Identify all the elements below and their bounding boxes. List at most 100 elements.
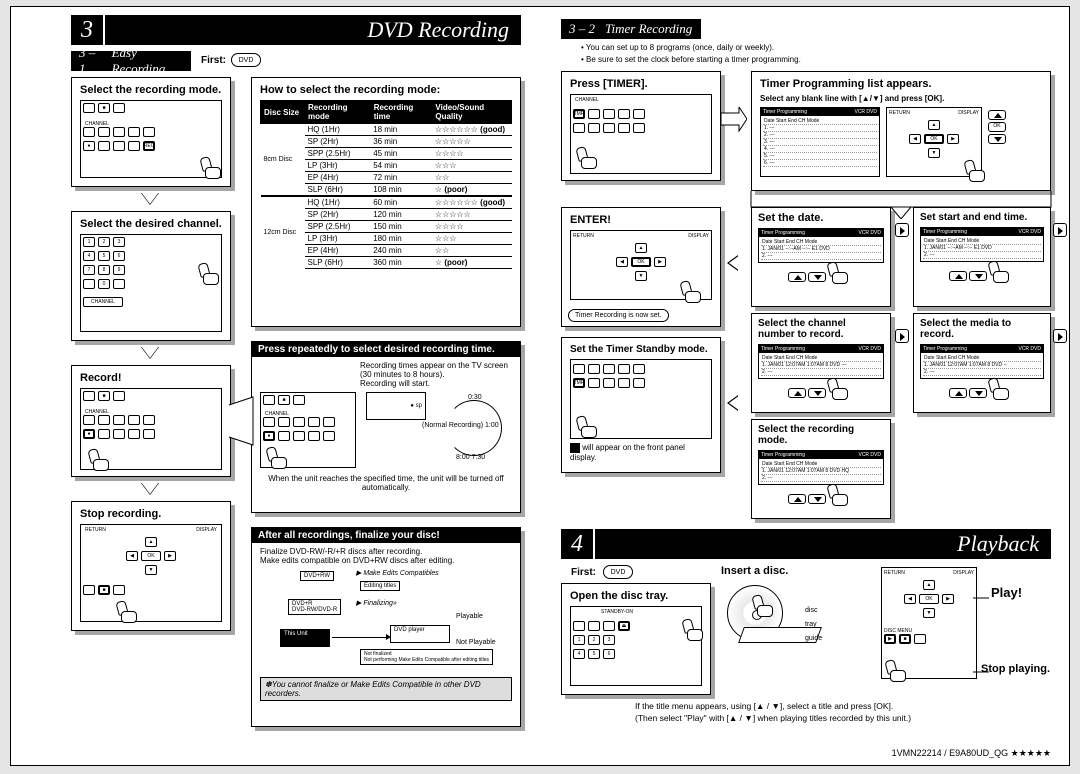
- node-dvd-r: DVD+R DVD-RW/DVD-R: [288, 599, 341, 615]
- timer-now-set: Timer Recording is now set.: [568, 309, 669, 322]
- press-timer-title: Press [TIMER].: [570, 78, 712, 90]
- open-tray-title: Open the disc tray.: [570, 590, 702, 602]
- section-3-banner: 3 DVD Recording: [71, 15, 521, 45]
- section-4-banner: 4 Playback: [561, 529, 1051, 559]
- node-editing-titles: Editing titles: [360, 581, 400, 591]
- card-sel-rec-mode: Select the recording mode. Timer Program…: [751, 419, 891, 519]
- th-mode: Recording mode: [305, 101, 371, 124]
- arrow-icon: [895, 329, 909, 343]
- t030: 0:30: [468, 394, 482, 401]
- first-label-4: First:: [571, 567, 596, 578]
- finalize-title: After all recordings, finalize your disc…: [252, 528, 520, 543]
- section-3-title: DVD Recording: [105, 17, 521, 43]
- set-se-title: Set start and end time.: [920, 212, 1044, 223]
- section-4-number: 4: [561, 529, 595, 559]
- step-select-channel: Select the desired channel. 123 456 789 …: [71, 211, 231, 341]
- sel-rec-title: Select the recording mode.: [758, 424, 884, 446]
- finalize-warn: ✽You cannot finalize or Make Edits Compa…: [260, 677, 512, 701]
- node-dvd-player: DVD player: [390, 625, 450, 643]
- page-footer: 1VMN22214 / E9A80UD_QG ★★★★★: [892, 748, 1051, 759]
- lead-guide: guide: [805, 635, 822, 642]
- standby-note: will appear on the front panel display.: [570, 443, 685, 462]
- sub-3-2-num: 3 – 2: [569, 21, 595, 37]
- th-quality: Video/Sound Quality: [432, 101, 512, 124]
- timer-note-1: You can set up to 8 programs (once, dail…: [581, 43, 774, 52]
- section-3-number: 3: [71, 15, 105, 45]
- sub-3-1-banner: 3 – 1 Easy Recording: [71, 51, 191, 71]
- disc-12cm: 12cm Disc: [261, 196, 305, 269]
- lbl-not-playable: Not Playable: [456, 639, 496, 646]
- card-play-stop: RETURNDISPLAY ▲ ◀OK▶ ▼ DISC MENU ▶■ Play…: [881, 567, 1051, 695]
- disc-8cm: 8cm Disc: [261, 124, 305, 197]
- card-press-timer: Press [TIMER]. CHANNEL TMR: [561, 71, 721, 181]
- fin-l1: Finalize DVD-RW/-R/+R discs after record…: [260, 547, 512, 556]
- stop-title: Stop playing.: [981, 663, 1050, 675]
- manual-page: 3 DVD Recording 3 – 1 Easy Recording Fir…: [10, 6, 1070, 766]
- step4-title: Stop recording.: [80, 508, 222, 520]
- arrow-icon: [727, 395, 738, 411]
- press-l1: Recording times appear on the TV screen: [360, 361, 512, 370]
- t800: 8:00 7:30: [456, 454, 485, 461]
- arrow-icon: [727, 255, 738, 271]
- play-title: Play!: [991, 585, 1022, 600]
- arrow-icon: [141, 483, 159, 495]
- standby-title: Set the Timer Standby mode.: [570, 344, 712, 355]
- card-timer-list: Timer Programming list appears. Select a…: [751, 71, 1051, 191]
- timer-note-2: Be sure to set the clock before starting…: [581, 55, 801, 64]
- press-repeatedly-card: Press repeatedly to select desired recor…: [251, 341, 521, 513]
- step2-title: Select the desired channel.: [80, 218, 222, 230]
- step-record: Record! ■ CHANNEL ●: [71, 365, 231, 477]
- arrow-icon: [1053, 223, 1067, 237]
- howto-title: How to select the recording mode:: [260, 84, 512, 96]
- card-enter: ENTER! RETURNDISPLAY ▲ ◀OK▶ ▼ Timer Reco…: [561, 207, 721, 327]
- sub-3-2-title: Timer Recording: [605, 21, 692, 37]
- card-open-tray: Open the disc tray. STANDBY-ON ⏏ 123 456: [561, 583, 711, 695]
- arrow-icon: [141, 193, 159, 205]
- lbl-mec: ▶ Make Edits Compatibles: [356, 569, 439, 577]
- arrow-icon: [141, 347, 159, 359]
- lbl-playable: Playable: [456, 613, 483, 620]
- press-l2: (30 minutes to 8 hours).: [360, 370, 512, 379]
- set-date-title: Set the date.: [758, 212, 884, 224]
- lead-tray: tray: [805, 621, 817, 628]
- playback-tip1: If the title menu appears, using [▲ / ▼]…: [635, 701, 893, 711]
- enter-title: ENTER!: [570, 214, 712, 226]
- arrow-icon: [1053, 329, 1067, 343]
- card-set-start-end: Set start and end time. Timer Programmin…: [913, 207, 1051, 307]
- section-4-title: Playback: [595, 531, 1051, 557]
- first-label-31: First:: [201, 55, 226, 66]
- card-set-date: Set the date. Timer ProgrammingVCR DVD D…: [751, 207, 891, 307]
- step-select-mode: Select the recording mode. ■ CHANNEL ●RE…: [71, 77, 231, 187]
- howto-recording-mode: How to select the recording mode: Disc S…: [251, 77, 521, 327]
- card-sel-channel: Select the channel number to record. Tim…: [751, 313, 891, 413]
- press-l3: Recording will start.: [360, 379, 512, 388]
- node-this-unit: This Unit: [280, 629, 330, 647]
- step1-title: Select the recording mode.: [80, 84, 222, 96]
- dvd-chip-icon: DVD: [603, 565, 633, 579]
- lead-disc: disc: [805, 607, 817, 614]
- step3-title: Record!: [80, 372, 222, 384]
- sub-3-1-num: 3 – 1: [79, 45, 102, 77]
- fin-l2: Make edits compatible on DVD+RW discs af…: [260, 556, 512, 565]
- tnorm: (Normal Recording) 1:00: [422, 422, 499, 429]
- tpl-title: Timer Programming list appears.: [760, 78, 1042, 90]
- sub-3-1-title: Easy Recording: [112, 45, 183, 77]
- lbl-finalizing: ▶ Finalizing»: [356, 599, 397, 607]
- recording-mode-table: Disc Size Recording mode Recording time …: [260, 100, 512, 269]
- tpl-sub: Select any blank line with [▲/▼] and pre…: [760, 94, 1042, 103]
- insert-disc-title: Insert a disc.: [721, 565, 788, 577]
- step-stop-recording: Stop recording. RETURNDISPLAY ▲ ◀OK▶ ▼ ■: [71, 501, 231, 631]
- card-timer-standby: Set the Timer Standby mode. TMR will app…: [561, 337, 721, 473]
- arrow-icon: [719, 107, 747, 137]
- sel-media-title: Select the media to record.: [920, 318, 1044, 340]
- card-sel-media: Select the media to record. Timer Progra…: [913, 313, 1051, 413]
- playback-tip2: (Then select "Play" with [▲ / ▼] when pl…: [635, 713, 911, 723]
- press-title: Press repeatedly to select desired recor…: [252, 342, 520, 357]
- sel-ch-title: Select the channel number to record.: [758, 318, 884, 340]
- finalize-card: After all recordings, finalize your disc…: [251, 527, 521, 727]
- th-disc-size: Disc Size: [261, 101, 305, 124]
- th-time: Recording time: [370, 101, 432, 124]
- arrow-icon: [895, 223, 909, 237]
- dvd-chip-icon: DVD: [231, 53, 261, 67]
- node-dvd-rw: DVD+RW: [300, 571, 334, 581]
